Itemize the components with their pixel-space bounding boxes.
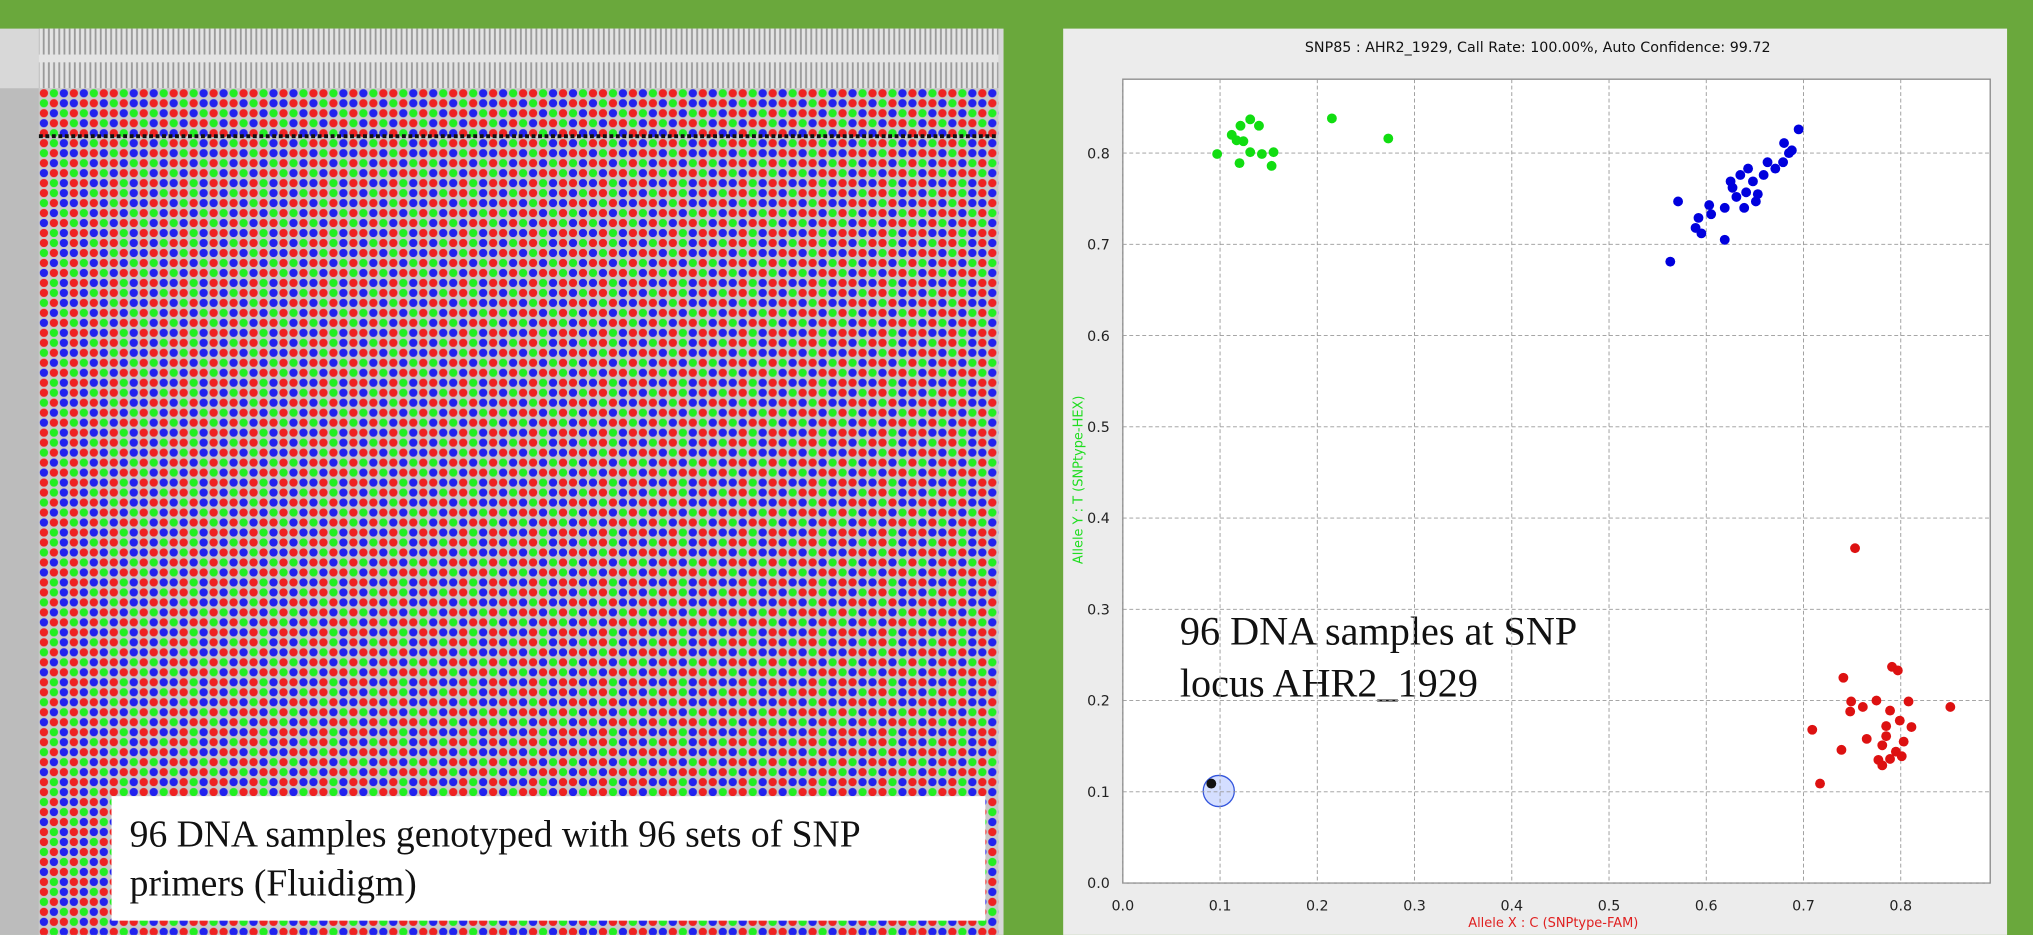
data-point bbox=[1236, 121, 1246, 131]
data-point bbox=[1881, 721, 1891, 731]
data-point bbox=[1238, 136, 1248, 146]
data-point bbox=[1673, 197, 1683, 207]
x-axis-label: Allele X : C (SNPtype-FAM) bbox=[1468, 916, 1638, 931]
data-point bbox=[1784, 148, 1794, 158]
data-point bbox=[1739, 203, 1749, 213]
data-point bbox=[1748, 176, 1758, 186]
data-point bbox=[1741, 187, 1751, 197]
y-tick-label: 0.1 bbox=[1087, 785, 1110, 801]
data-point bbox=[1704, 200, 1714, 210]
x-tick-label: 0.3 bbox=[1403, 898, 1426, 914]
x-tick-label: 0.1 bbox=[1209, 898, 1232, 914]
data-point bbox=[1897, 751, 1907, 761]
data-point bbox=[1245, 147, 1255, 157]
data-point bbox=[1778, 157, 1788, 167]
data-point bbox=[1794, 124, 1804, 134]
data-point bbox=[1206, 779, 1216, 789]
data-point bbox=[1945, 702, 1955, 712]
data-point bbox=[1838, 673, 1848, 683]
slide: 96 DNA samples genotyped with 96 sets of… bbox=[0, 0, 2033, 935]
data-point bbox=[1254, 121, 1264, 131]
plot-area bbox=[1123, 79, 1990, 883]
data-point bbox=[1885, 706, 1895, 716]
data-point bbox=[1267, 161, 1277, 171]
data-point bbox=[1743, 164, 1753, 174]
data-point bbox=[1269, 147, 1279, 157]
data-point bbox=[1779, 138, 1789, 148]
data-point bbox=[1837, 745, 1847, 755]
x-tick-label: 0.7 bbox=[1792, 898, 1815, 914]
data-point bbox=[1235, 158, 1245, 168]
x-tick-label: 0.8 bbox=[1889, 898, 1912, 914]
y-tick-label: 0.8 bbox=[1087, 146, 1110, 162]
y-tick-label: 0.3 bbox=[1087, 602, 1110, 618]
page: {"caption": "96 DNA samples genotyped wi… bbox=[0, 0, 2033, 935]
data-point bbox=[1895, 716, 1905, 726]
genotype-grid-panel: 96 DNA samples genotyped with 96 sets of… bbox=[0, 29, 1004, 935]
x-tick-label: 0.2 bbox=[1306, 898, 1329, 914]
scatter-panel: SNP85 : AHR2_1929, Call Rate: 100.00%, A… bbox=[1063, 29, 2007, 935]
data-point bbox=[1845, 707, 1855, 717]
y-tick-label: 0.7 bbox=[1087, 238, 1110, 254]
x-tick-label: 0.4 bbox=[1500, 898, 1523, 914]
data-point bbox=[1858, 702, 1868, 712]
data-point bbox=[1691, 223, 1701, 233]
data-point bbox=[1694, 213, 1704, 223]
data-point bbox=[1759, 170, 1769, 180]
y-tick-label: 0.2 bbox=[1087, 694, 1110, 710]
y-axis-label: Allele Y : T (SNPtype-HEX) bbox=[1072, 396, 1087, 564]
y-tick-label: 0.4 bbox=[1087, 511, 1110, 527]
data-point bbox=[1881, 731, 1891, 741]
data-point bbox=[1245, 114, 1255, 124]
data-point bbox=[1212, 149, 1222, 159]
data-point bbox=[1846, 697, 1856, 707]
data-point bbox=[1665, 257, 1675, 267]
y-tick-label: 0.5 bbox=[1087, 420, 1110, 436]
data-point bbox=[1720, 203, 1730, 213]
data-point bbox=[1815, 779, 1825, 789]
data-point bbox=[1327, 113, 1337, 123]
data-point bbox=[1807, 725, 1817, 735]
data-point bbox=[1720, 235, 1730, 245]
y-tick-label: 0.0 bbox=[1087, 876, 1110, 892]
column-headers bbox=[39, 29, 998, 89]
data-point bbox=[1706, 209, 1716, 219]
data-point bbox=[1763, 157, 1773, 167]
data-point bbox=[1907, 722, 1917, 732]
data-point bbox=[1877, 760, 1887, 770]
data-point bbox=[1872, 696, 1882, 706]
row-headers bbox=[0, 88, 39, 935]
data-point bbox=[1383, 134, 1393, 144]
data-point bbox=[1877, 740, 1887, 750]
data-point bbox=[1257, 149, 1267, 159]
x-tick-label: 0.5 bbox=[1598, 898, 1621, 914]
data-point bbox=[1731, 192, 1741, 202]
data-point bbox=[1904, 697, 1914, 707]
data-point bbox=[1850, 543, 1860, 553]
data-point bbox=[1728, 183, 1738, 193]
data-point bbox=[1899, 737, 1909, 747]
data-point bbox=[1770, 164, 1780, 174]
x-tick-label: 0.0 bbox=[1111, 898, 1134, 914]
chart-title: SNP85 : AHR2_1929, Call Rate: 100.00%, A… bbox=[1305, 40, 1771, 56]
data-point bbox=[1735, 170, 1745, 180]
x-tick-label: 0.6 bbox=[1695, 898, 1718, 914]
data-point bbox=[1751, 197, 1761, 207]
data-point bbox=[1862, 734, 1872, 744]
data-point bbox=[1893, 666, 1903, 676]
y-tick-label: 0.6 bbox=[1087, 329, 1110, 345]
